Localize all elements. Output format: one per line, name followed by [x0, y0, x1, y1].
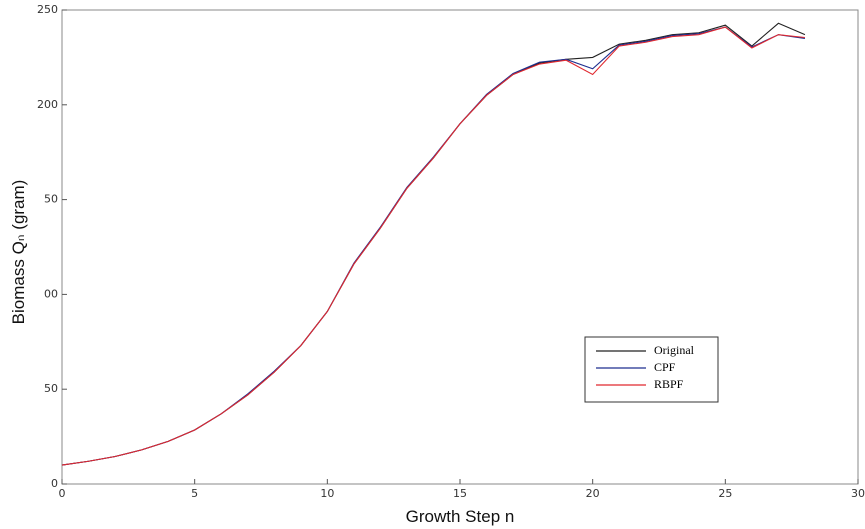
x-tick-label: 15: [453, 487, 467, 500]
x-tick-label: 5: [191, 487, 198, 500]
plot-frame: [61, 9, 859, 485]
x-tick-label: 10: [320, 487, 334, 500]
legend-label: Original: [654, 343, 695, 357]
x-tick-label: 25: [718, 487, 732, 500]
y-tick-label: 00: [44, 287, 58, 300]
x-tick-label: 20: [586, 487, 600, 500]
y-tick-label: 0: [51, 477, 58, 490]
legend-label: CPF: [654, 360, 676, 374]
x-tick-label: 0: [59, 487, 66, 500]
y-axis-label: Biomass Qₙ (gram): [9, 180, 28, 325]
y-tick-label: 50: [44, 193, 58, 206]
x-axis-label: Growth Step n: [406, 507, 515, 526]
y-tick-label: 50: [44, 382, 58, 395]
legend-box: [584, 336, 719, 403]
series-line: [61, 26, 805, 466]
y-tick-label: 250: [37, 3, 58, 16]
y-tick-label: 200: [37, 98, 58, 111]
legend-label: RBPF: [654, 377, 684, 391]
x-tick-label: 30: [851, 487, 865, 500]
